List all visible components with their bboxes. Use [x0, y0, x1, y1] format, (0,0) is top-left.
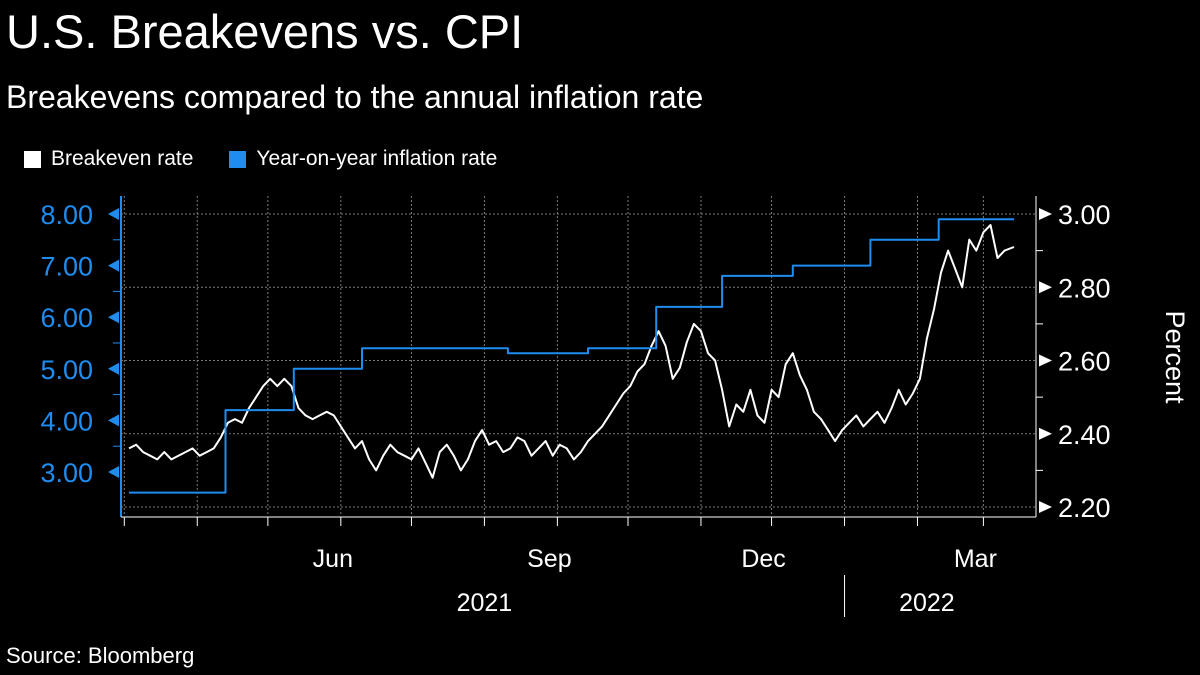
left-axis-marker — [108, 259, 119, 272]
right-axis-marker — [1039, 354, 1052, 367]
year-label: 2022 — [899, 589, 955, 617]
left-tick-label: 4.00 — [40, 406, 93, 436]
legend-swatch-inflation — [229, 150, 247, 168]
legend-item-breakeven: Breakeven rate — [24, 147, 193, 171]
right-axis-marker — [1039, 281, 1052, 294]
left-axis-marker — [108, 414, 119, 427]
right-tick-label: 3.00 — [1058, 200, 1111, 230]
right-axis-title: Percent — [1160, 310, 1190, 404]
left-tick-label: 6.00 — [40, 303, 93, 333]
series-line-breakeven — [128, 224, 1015, 479]
legend-label-inflation: Year-on-year inflation rate — [256, 147, 498, 170]
left-tick-label: 5.00 — [40, 355, 93, 385]
legend-label-breakeven: Breakeven rate — [51, 147, 194, 170]
right-axis-marker — [1039, 427, 1052, 440]
chart-subtitle: Breakevens compared to the annual inflat… — [6, 79, 704, 115]
x-tick-label: Jun — [313, 545, 353, 573]
x-tick-label: Dec — [741, 545, 785, 573]
chart-title: U.S. Breakevens vs. CPI — [6, 5, 524, 58]
left-axis-marker — [108, 208, 119, 220]
x-tick-label: Mar — [954, 545, 997, 573]
right-tick-label: 2.60 — [1058, 347, 1111, 377]
legend: Breakeven rate Year-on-year inflation ra… — [24, 147, 533, 171]
year-label: 2021 — [457, 589, 513, 617]
left-tick-label: 7.00 — [40, 252, 93, 282]
left-axis-marker — [108, 362, 119, 375]
legend-swatch-breakeven — [24, 150, 41, 168]
legend-item-inflation: Year-on-year inflation rate — [229, 147, 497, 171]
right-tick-label: 2.20 — [1058, 493, 1111, 523]
left-axis-marker — [108, 466, 119, 478]
right-axis-marker — [1039, 501, 1052, 513]
source-note: Source: Bloomberg — [6, 643, 195, 668]
x-tick-label: Sep — [527, 545, 571, 573]
right-tick-label: 2.80 — [1058, 273, 1111, 303]
right-axis-marker — [1039, 208, 1052, 220]
right-tick-label: 2.40 — [1058, 420, 1111, 450]
left-axis-marker — [108, 311, 119, 324]
series-line-inflation — [129, 218, 1014, 494]
left-tick-label: 3.00 — [40, 458, 93, 488]
left-tick-label: 8.00 — [40, 200, 93, 230]
